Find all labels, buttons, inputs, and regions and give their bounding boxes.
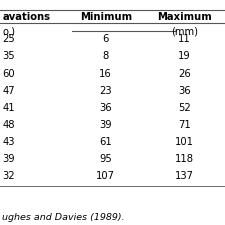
Text: 137: 137 xyxy=(175,171,194,181)
Text: 52: 52 xyxy=(178,103,191,113)
Text: 60: 60 xyxy=(2,69,15,79)
Text: 43: 43 xyxy=(2,137,15,147)
Text: 39: 39 xyxy=(99,120,112,130)
Text: 107: 107 xyxy=(96,171,115,181)
Text: 41: 41 xyxy=(2,103,15,113)
Text: 95: 95 xyxy=(99,154,112,164)
Text: 61: 61 xyxy=(99,137,112,147)
Text: Minimum: Minimum xyxy=(80,12,132,22)
Text: 39: 39 xyxy=(2,154,15,164)
Text: 26: 26 xyxy=(178,69,191,79)
Text: 16: 16 xyxy=(99,69,112,79)
Text: 23: 23 xyxy=(99,86,112,96)
Text: ughes and Davies (1989).: ughes and Davies (1989). xyxy=(2,213,125,222)
Text: 32: 32 xyxy=(2,171,15,181)
Text: 36: 36 xyxy=(99,103,112,113)
Text: 47: 47 xyxy=(2,86,15,96)
Text: o.): o.) xyxy=(2,26,15,36)
Text: 8: 8 xyxy=(103,52,109,61)
Text: Maximum: Maximum xyxy=(157,12,212,22)
Text: 71: 71 xyxy=(178,120,191,130)
Text: 101: 101 xyxy=(175,137,194,147)
Text: 11: 11 xyxy=(178,34,191,44)
Text: 48: 48 xyxy=(2,120,15,130)
Text: 25: 25 xyxy=(2,34,15,44)
Text: 36: 36 xyxy=(178,86,191,96)
Text: 6: 6 xyxy=(103,34,109,44)
Text: 19: 19 xyxy=(178,52,191,61)
Text: (mm): (mm) xyxy=(171,26,198,36)
Text: 35: 35 xyxy=(2,52,15,61)
Text: avations: avations xyxy=(2,12,50,22)
Text: 118: 118 xyxy=(175,154,194,164)
